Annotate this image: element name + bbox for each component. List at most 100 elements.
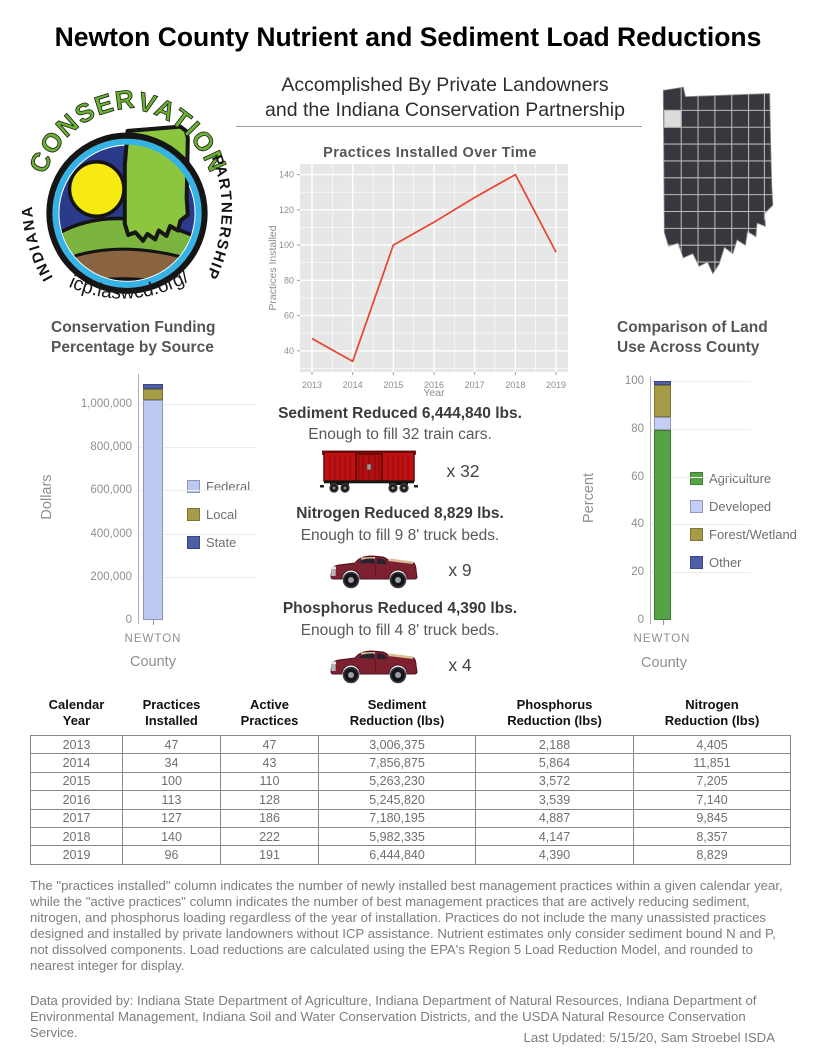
y-tick-label: 400,000 [90, 527, 132, 540]
table-cell: 47 [220, 734, 319, 755]
x-tick [153, 620, 154, 625]
stacked-bar [143, 383, 163, 620]
nitrogen-sub: Enough to fill 9 8' truck beds. [300, 527, 500, 544]
table-cell: 96 [122, 845, 221, 865]
table-cell: 5,864 [475, 753, 634, 773]
landuse-category-label: NEWTON [633, 633, 691, 645]
column-header: Sediment Reduction (lbs) [349, 697, 445, 728]
reduction-stats: Sediment Reduced 6,444,840 lbs. Enough t… [235, 402, 565, 687]
nitrogen-row: x 9 [235, 548, 565, 592]
legend-swatch [690, 556, 703, 569]
landuse-chart-title: Comparison of Land Use Across County [617, 319, 768, 356]
table-header: Calendar Year Practices Installed Active P… [31, 697, 791, 736]
landuse-legend: Agriculture Developed Forest/Wetland Other [690, 471, 797, 583]
table-cell: 191 [220, 845, 319, 865]
y-tick-label: 0 [637, 614, 644, 626]
y-gridline [139, 447, 257, 449]
table-cell: 7,856,875 [318, 753, 476, 773]
bar-segment-forest-wetland [654, 384, 671, 417]
phosphorus-multiplier: x 4 [448, 654, 472, 675]
table-row: 2013 47 47 3,006,375 2,188 4,405 [30, 734, 791, 755]
subtitle: Accomplished By Private Landowners and t… [225, 73, 665, 123]
table-cell: 3,572 [475, 771, 634, 792]
icp-partnership-logo: CONSERVATION INDIANA PARTNERSHIP icp.ias… [19, 83, 233, 304]
annual-data-table: Calendar Year Practices Installed Active P… [30, 697, 791, 865]
landuse-y-axis-title: Percent [581, 473, 597, 523]
y-gridline [139, 404, 257, 405]
table-row: 2014 34 43 7,856,875 5,864 11,851 [30, 753, 791, 773]
sediment-row: x 32 [235, 447, 565, 495]
subtitle-divider [236, 126, 642, 128]
page-title: Newton County Nutrient and Sediment Load… [54, 22, 762, 52]
table-cell: 5,982,335 [318, 826, 476, 847]
bar-segment-agriculture [654, 429, 671, 620]
x-tick-label: 2017 [465, 380, 485, 390]
table-cell: 4,887 [475, 808, 634, 828]
sun-icon [67, 160, 126, 219]
phosphorus-heading: Phosphorus Reduced 4,390 lbs. [282, 600, 518, 617]
sediment-sub: Enough to fill 32 train cars. [308, 426, 492, 443]
table-cell: 4,405 [633, 734, 791, 755]
table-cell: 43 [220, 753, 319, 773]
y-gridline [651, 524, 751, 526]
data-sources-note: Data provided by: Indiana State Departme… [30, 993, 757, 1040]
legend-swatch [187, 536, 200, 549]
legend-item: Agriculture [690, 471, 797, 486]
table-cell: 5,245,820 [318, 790, 476, 810]
y-tick-label: 40 [284, 346, 294, 356]
table-row: 2015 100 110 5,263,230 3,572 7,205 [30, 771, 791, 792]
table-cell: 7,180,195 [318, 808, 476, 828]
table-row: 2018 140 222 5,982,335 4,147 8,357 [30, 826, 791, 847]
y-axis-title: Practices Installed [267, 225, 279, 310]
x-tick [662, 620, 664, 625]
table-cell: 110 [220, 771, 319, 792]
funding-category-label: NEWTON [124, 633, 182, 645]
table-cell: 8,357 [633, 826, 791, 847]
y-tick-label: 800,000 [90, 441, 132, 454]
table-row: 2017 127 186 7,180,195 4,887 9,845 [30, 808, 791, 828]
subtitle-line1: Accomplished By Private Landowners [281, 74, 609, 96]
table-cell: 2,188 [475, 734, 634, 755]
nitrogen-multiplier: x 9 [448, 559, 472, 580]
practices-line-chart: 2013 2014 2015 2016 2017 2018 2019 40 60 80 100 120… [267, 164, 568, 399]
table-cell: 2015 [30, 771, 123, 792]
stacked-bar [654, 381, 671, 620]
legend-swatch [187, 480, 200, 493]
line-chart-title: Practices Installed Over Time [323, 145, 537, 161]
table-cell: 6,444,840 [318, 845, 476, 865]
bar-segment-developed [654, 416, 671, 430]
legend-item: Local [187, 507, 250, 522]
table-cell: 186 [220, 808, 319, 828]
y-gridline [651, 572, 751, 574]
phosphorus-row: x 4 [235, 643, 565, 687]
table-body: 2013 47 47 3,006,375 2,188 4,405 2014 34 43 7,856… [30, 734, 791, 865]
table-cell: 113 [122, 790, 221, 810]
table-cell: 7,205 [633, 771, 791, 792]
landuse-x-axis-title: County [641, 655, 687, 671]
funding-bar-chart: Conservation Funding Percentage by Sourc… [35, 318, 265, 682]
landuse-bar-chart: Comparison of Land Use Across County Per… [581, 318, 816, 682]
table-row: 2019 96 191 6,444,840 4,390 8,829 [30, 845, 791, 865]
y-tick-label: 60 [284, 311, 294, 321]
last-updated: Last Updated: 5/15/20, Sam Stroebel ISDA [523, 1030, 775, 1045]
y-tick-label: 20 [631, 566, 644, 579]
table-cell: 3,539 [475, 790, 634, 810]
pickup-truck-icon [330, 555, 419, 589]
x-tick-label: 2018 [505, 380, 525, 390]
annual-data-table-wrap: Calendar Year Practices Installed Active P… [30, 697, 791, 865]
y-axis-line [138, 374, 139, 624]
table-cell: 9,845 [633, 808, 791, 828]
column-header: Active Practices [240, 697, 299, 728]
y-tick-label: 1,000,000 [80, 398, 132, 410]
table-cell: 7,140 [633, 790, 791, 810]
subtitle-line2: and the Indiana Conservation Partnership [265, 99, 625, 121]
table-cell: 47 [122, 734, 221, 755]
funding-chart-title: Conservation Funding Percentage by Sourc… [51, 319, 216, 356]
sediment-heading: Sediment Reduced 6,444,840 lbs. [278, 405, 522, 422]
table-cell: 128 [220, 790, 319, 810]
y-gridline [139, 490, 257, 492]
practices-line-series [311, 173, 557, 363]
funding-legend: Federal Local State [187, 479, 250, 563]
table-cell: 140 [122, 826, 221, 847]
